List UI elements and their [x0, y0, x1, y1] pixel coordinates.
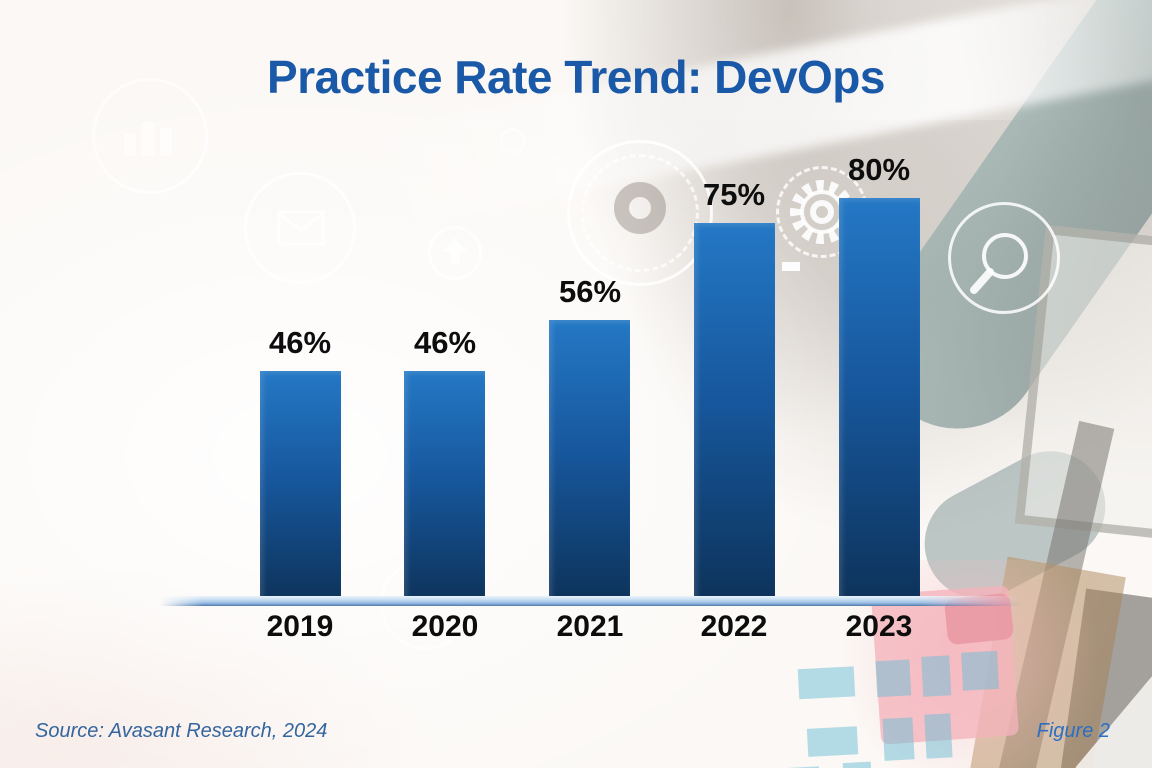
magnifier-icon [970, 233, 1028, 294]
small-ring-icon [500, 128, 526, 154]
x-axis-label: 2019 [266, 610, 334, 643]
background-monitor [1014, 224, 1152, 540]
x-axis-label: 2022 [700, 610, 768, 643]
magnifier-icon [948, 202, 1060, 314]
bar-2020 [404, 371, 485, 605]
figure-label: Figure 2 [1036, 720, 1110, 742]
bar-value-label: 80% [847, 152, 911, 187]
background-paper-chart [757, 643, 1043, 768]
x-axis-line [160, 596, 1022, 606]
pie-ring-icon [614, 182, 666, 234]
bar-value-label: 56% [558, 274, 622, 309]
x-axis-label: 2023 [845, 610, 913, 643]
bar-value-label: 46% [268, 325, 332, 360]
x-axis-label: 2020 [411, 610, 479, 643]
bar-2019 [260, 371, 341, 605]
bar-2023 [839, 198, 920, 605]
x-axis-label: 2021 [556, 610, 624, 643]
upload-icon [442, 238, 468, 264]
bar-chart-icon [124, 122, 172, 156]
envelope-icon [277, 210, 325, 246]
pie-ring-icon [581, 154, 699, 272]
background-hand [905, 431, 1125, 619]
bar-value-label: 46% [413, 325, 477, 360]
bar-2021 [549, 320, 630, 605]
envelope-icon [244, 172, 356, 284]
upload-icon [428, 226, 482, 280]
background-monitor-stand [993, 420, 1115, 768]
page-title: Practice Rate Trend: DevOps [267, 51, 885, 103]
source-note: Source: Avasant Research, 2024 [35, 720, 328, 742]
bar-2022 [694, 223, 775, 605]
bar-value-label: 75% [702, 177, 766, 212]
pie-ring-icon [567, 140, 713, 286]
